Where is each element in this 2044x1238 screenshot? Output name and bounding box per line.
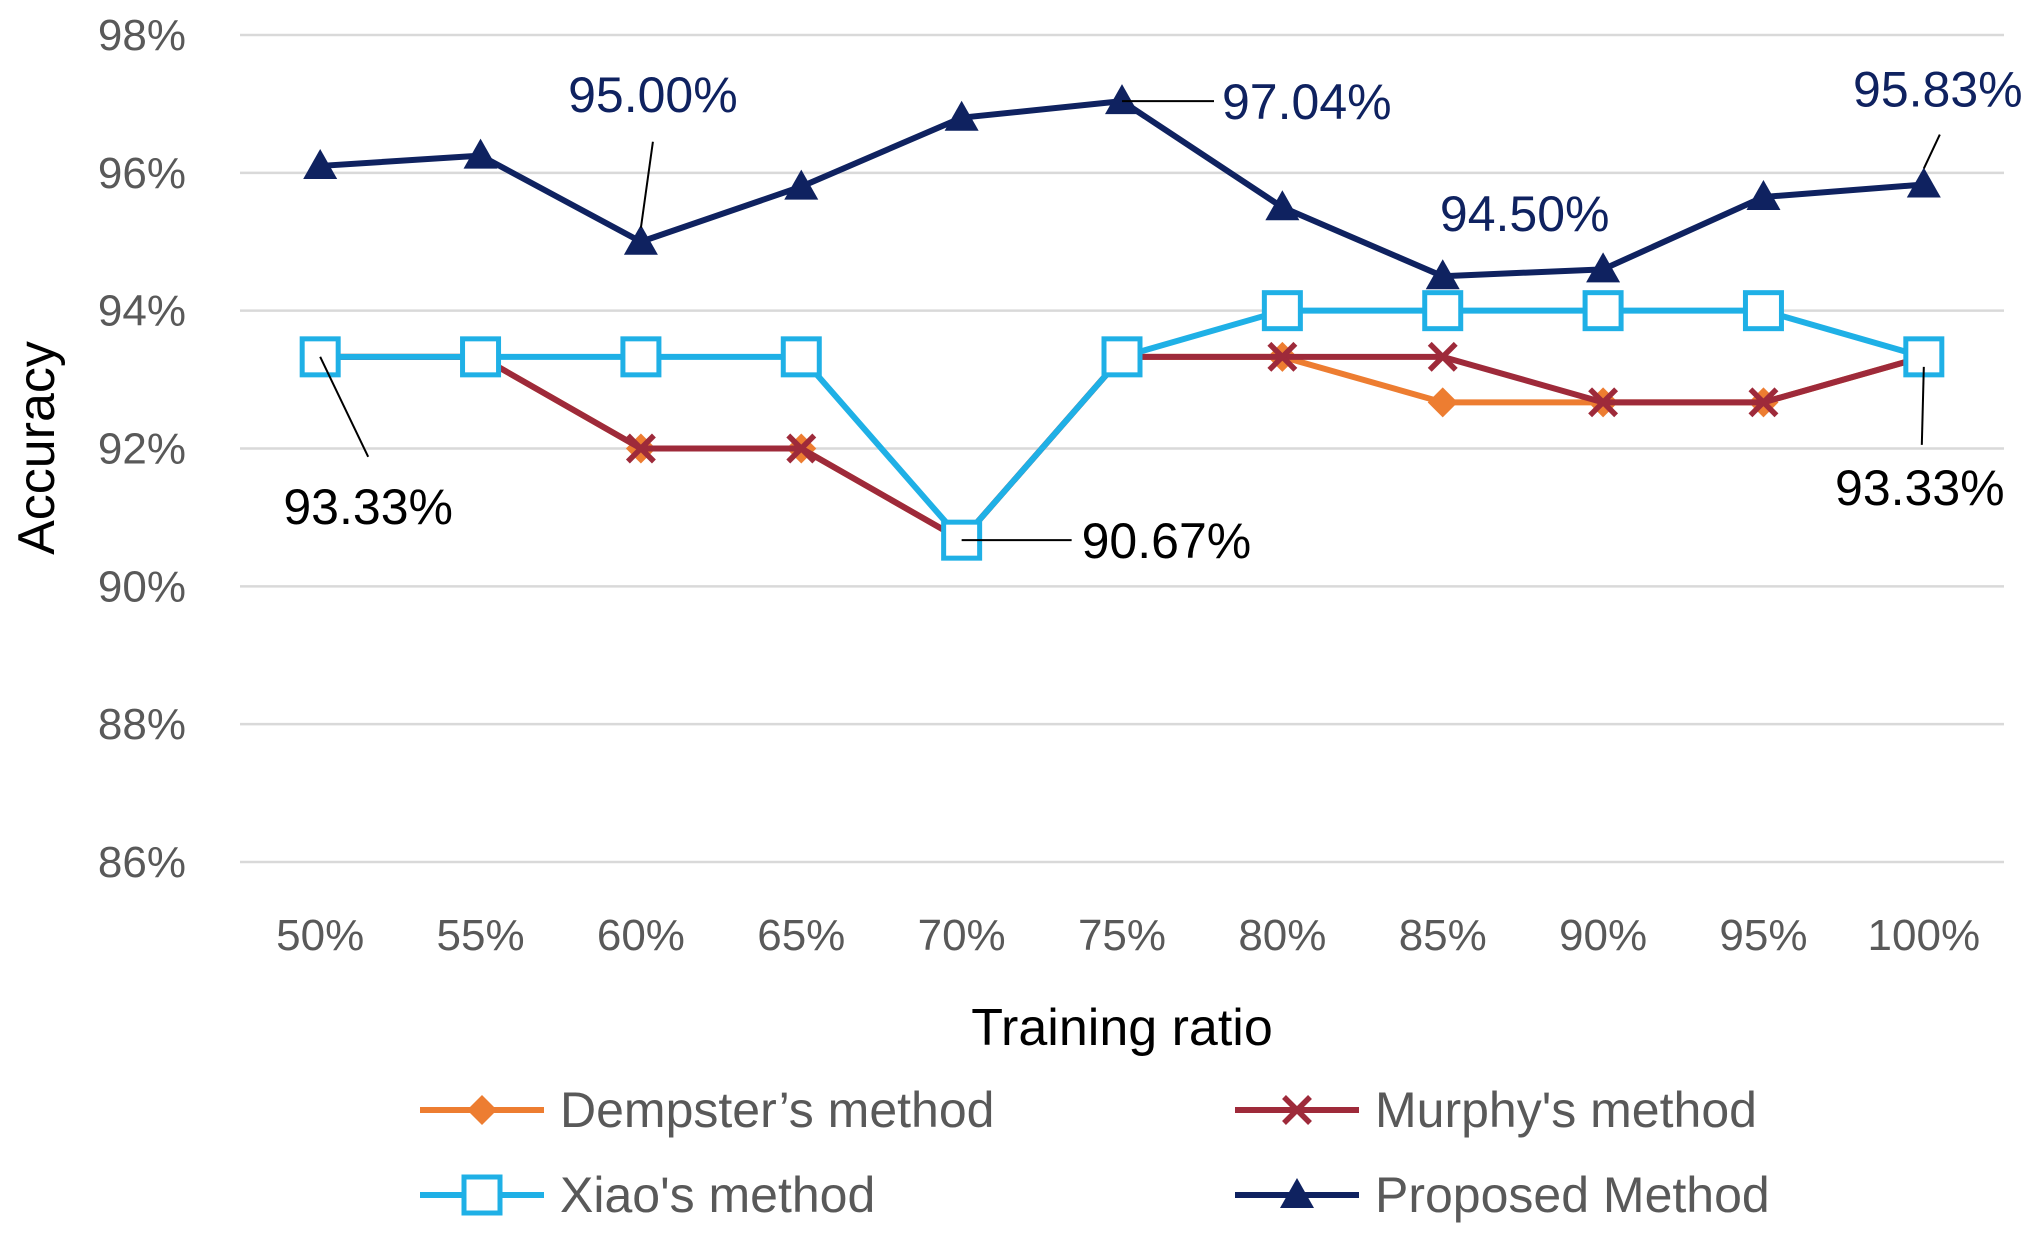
data-point bbox=[784, 169, 819, 200]
data-point bbox=[1105, 84, 1139, 115]
data-label-text: 97.04% bbox=[1222, 74, 1392, 130]
data-point bbox=[1265, 190, 1300, 221]
legend-marker bbox=[461, 1174, 503, 1216]
data-point bbox=[1582, 290, 1624, 332]
data-point bbox=[1906, 167, 1941, 198]
y-tick-labels: 86% 88% 90% 92% 94% 96% 98% bbox=[98, 11, 186, 887]
data-point bbox=[1427, 387, 1458, 418]
data-point bbox=[1746, 179, 1781, 210]
data-point bbox=[1588, 387, 1619, 418]
leader-line bbox=[1922, 134, 1941, 169]
x-tick-label: 65% bbox=[757, 911, 845, 960]
x-tick-label: 55% bbox=[437, 911, 525, 960]
y-tick-label: 90% bbox=[98, 562, 186, 611]
data-point bbox=[1101, 336, 1143, 378]
legend-label: Proposed Method bbox=[1375, 1167, 1770, 1223]
legend-item-dempster-s-method: Dempster’s method bbox=[420, 1082, 994, 1138]
legend-item-xiao-s-method: Xiao's method bbox=[420, 1167, 875, 1223]
legend-marker bbox=[1280, 1178, 1314, 1208]
x-tick-label: 70% bbox=[918, 911, 1006, 960]
data-label: 90.67% bbox=[961, 513, 1252, 569]
data-point bbox=[1261, 290, 1303, 332]
data-label-text: 90.67% bbox=[1082, 513, 1252, 569]
gridlines bbox=[240, 33, 2004, 864]
data-point bbox=[786, 433, 817, 464]
legend-label: Murphy's method bbox=[1375, 1082, 1757, 1138]
data-label: 95.83% bbox=[1853, 62, 2023, 169]
legend-marker bbox=[1282, 1095, 1312, 1125]
legend-marker bbox=[467, 1095, 497, 1125]
data-point bbox=[1586, 252, 1621, 283]
series-proposed-method bbox=[303, 84, 1941, 290]
data-point bbox=[620, 336, 662, 378]
data-label-text: 94.50% bbox=[1440, 186, 1610, 242]
x-axis-title: Training ratio bbox=[971, 999, 1273, 1057]
data-point bbox=[625, 433, 656, 464]
series-group bbox=[299, 84, 1945, 561]
x-tick-label: 85% bbox=[1399, 911, 1487, 960]
data-label: 97.04% bbox=[1122, 74, 1392, 130]
data-label: 94.50% bbox=[1440, 186, 1610, 242]
y-tick-label: 92% bbox=[98, 425, 186, 474]
x-tick-label: 60% bbox=[597, 911, 685, 960]
legend: Dempster’s method Murphy's method Xiao's m… bbox=[420, 1082, 1770, 1223]
data-point bbox=[1748, 387, 1779, 418]
x-tick-labels: 50% 55% 60% 65% 70% 75% 80% 85% 90% 95% 100% bbox=[276, 911, 1980, 960]
legend-label: Dempster’s method bbox=[560, 1082, 994, 1138]
data-label-text: 93.33% bbox=[1835, 460, 2005, 516]
data-point bbox=[463, 138, 498, 169]
x-tick-label: 90% bbox=[1559, 911, 1647, 960]
y-tick-label: 96% bbox=[98, 149, 186, 198]
data-label: 93.33% bbox=[1835, 366, 2005, 516]
data-point bbox=[1422, 290, 1464, 332]
x-tick-label: 100% bbox=[1868, 911, 1981, 960]
legend-item-proposed-method: Proposed Method bbox=[1235, 1167, 1770, 1223]
x-tick-label: 80% bbox=[1238, 911, 1326, 960]
data-point bbox=[780, 336, 822, 378]
data-point bbox=[1267, 341, 1298, 372]
y-tick-label: 98% bbox=[98, 11, 186, 60]
y-tick-label: 94% bbox=[98, 287, 186, 336]
y-axis-title: Accuracy bbox=[8, 341, 66, 555]
data-point bbox=[623, 224, 658, 255]
data-label-group: 95.00% 97.04% 94.50% 95.83% 93.33% 90.67% 93.3… bbox=[283, 62, 2022, 570]
data-point bbox=[460, 336, 502, 378]
series-line bbox=[319, 98, 1925, 280]
data-point bbox=[1742, 290, 1784, 332]
data-label: 93.33% bbox=[283, 356, 453, 535]
leader-line bbox=[1920, 366, 1925, 445]
leader-line bbox=[639, 141, 654, 228]
data-label-text: 95.00% bbox=[568, 67, 738, 123]
y-tick-label: 86% bbox=[98, 838, 186, 887]
data-point bbox=[1425, 259, 1460, 290]
data-label-text: 95.83% bbox=[1853, 62, 2023, 118]
data-point bbox=[303, 148, 338, 179]
leader-line bbox=[319, 356, 370, 458]
legend-label: Xiao's method bbox=[560, 1167, 875, 1223]
x-tick-label: 75% bbox=[1078, 911, 1166, 960]
x-tick-label: 95% bbox=[1719, 911, 1807, 960]
data-point bbox=[944, 100, 979, 131]
data-point bbox=[1427, 341, 1458, 372]
data-label: 95.00% bbox=[568, 67, 738, 228]
x-tick-label: 50% bbox=[276, 911, 364, 960]
legend-item-murphy-s-method: Murphy's method bbox=[1235, 1082, 1757, 1138]
y-tick-label: 88% bbox=[98, 700, 186, 749]
data-label-text: 93.33% bbox=[283, 479, 453, 535]
